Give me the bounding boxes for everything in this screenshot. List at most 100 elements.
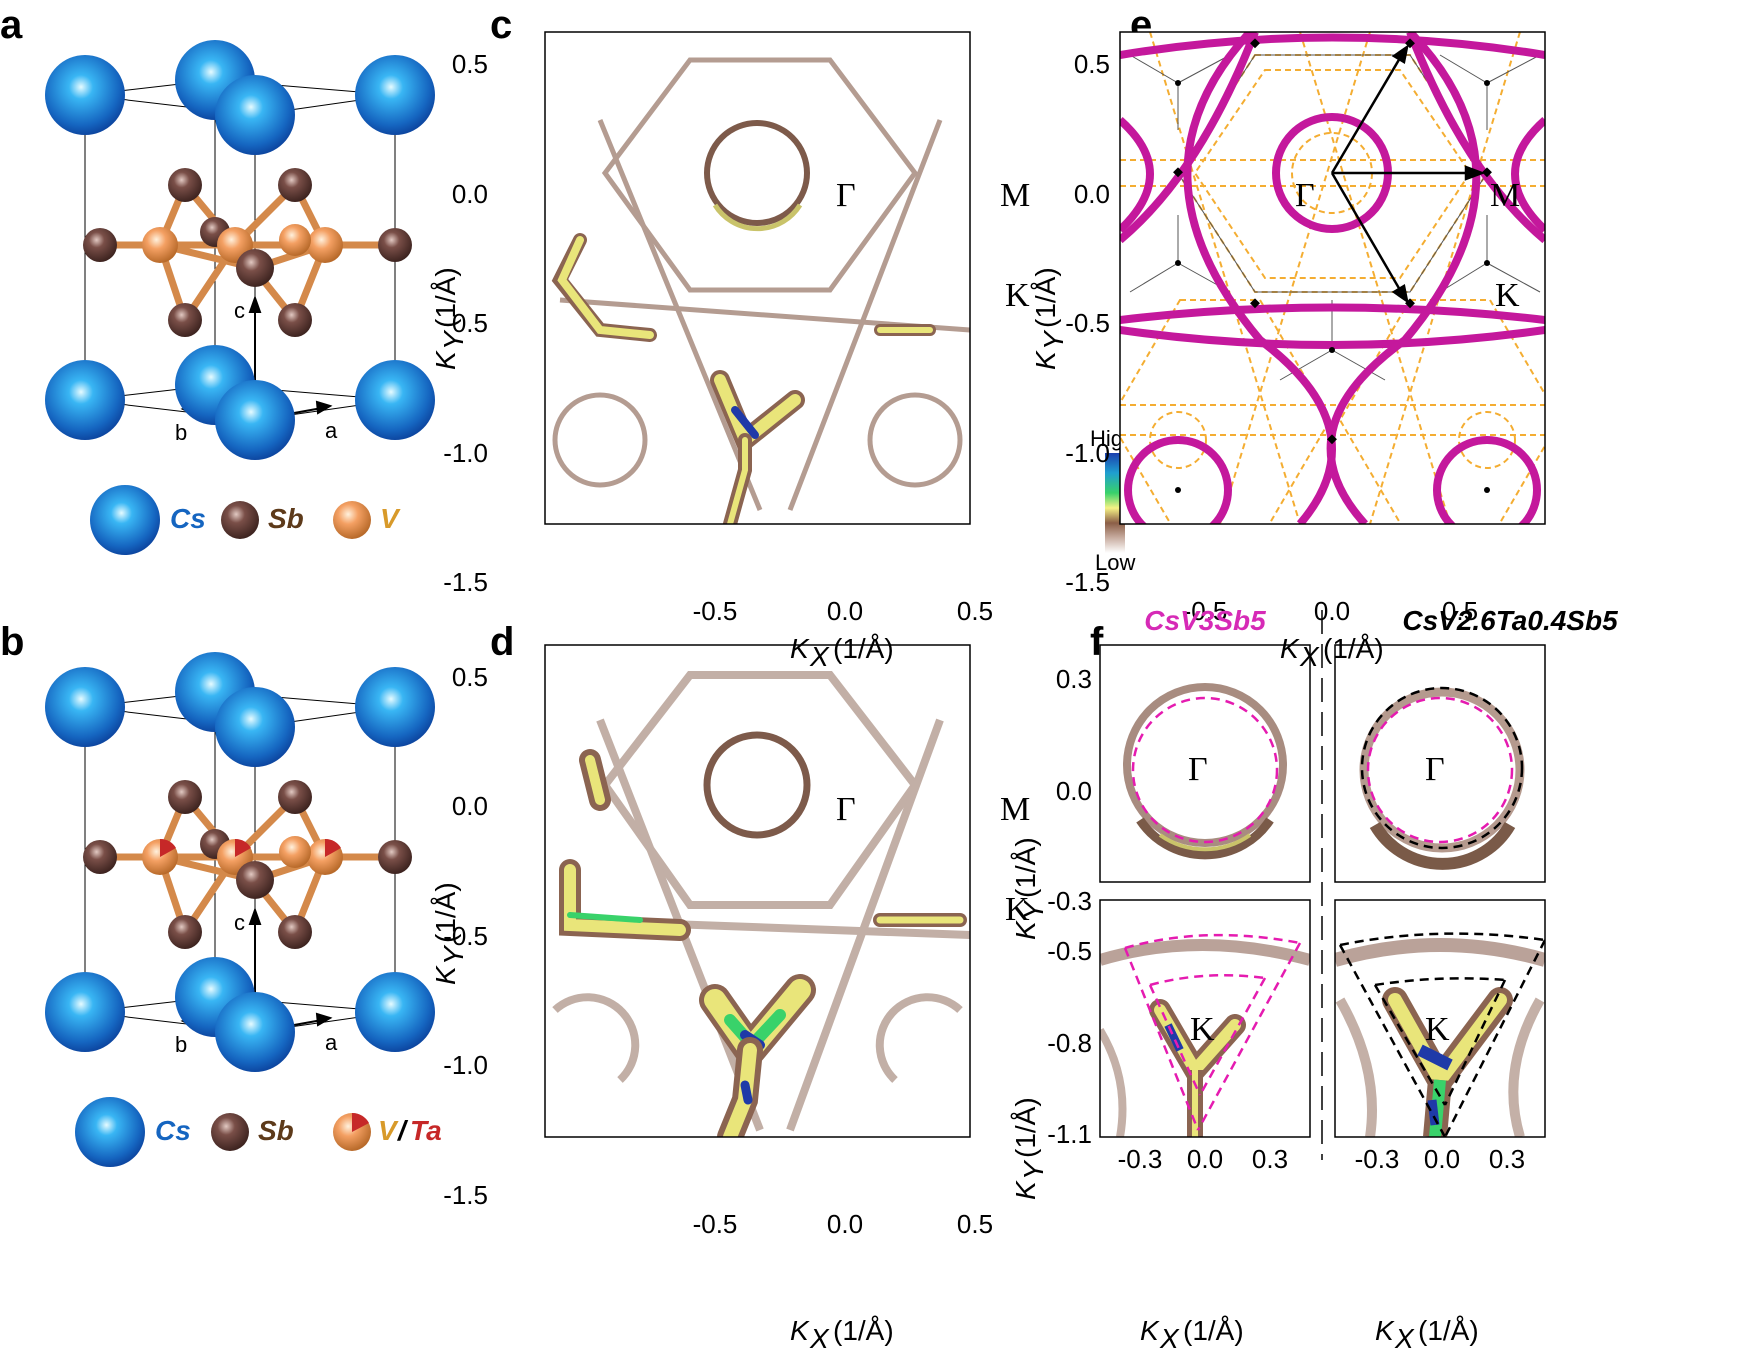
svg-text:0.0: 0.0: [827, 596, 863, 626]
svg-text:0.0: 0.0: [827, 1209, 863, 1239]
legend-a: Cs Sb V: [90, 485, 401, 555]
title-left: CsV3Sb5: [1144, 605, 1266, 636]
svg-text:0.5: 0.5: [452, 49, 488, 79]
y-axis-label: K: [1010, 920, 1041, 940]
y-ticks-c: 0.5 0.0 -0.5 -1.0 -1.5: [443, 49, 488, 597]
point-k: K: [1190, 1011, 1215, 1048]
svg-text:-0.5: -0.5: [443, 921, 488, 951]
legend-b: Cs Sb V / Ta: [75, 1097, 442, 1167]
panel-label-b: b: [0, 620, 24, 664]
atoms-a: [45, 40, 435, 460]
svg-text:Sb: Sb: [258, 1115, 294, 1146]
svg-text:-1.5: -1.5: [1065, 567, 1110, 597]
svg-text:-1.1: -1.1: [1047, 1119, 1092, 1149]
svg-text:Sb: Sb: [268, 503, 304, 534]
svg-text:(1/Å): (1/Å): [1323, 633, 1384, 664]
svg-text:0.0: 0.0: [1074, 179, 1110, 209]
point-k: K: [1425, 1011, 1450, 1048]
svg-text:Y: Y: [1018, 899, 1049, 920]
svg-text:X: X: [809, 641, 830, 672]
point-m: M: [1000, 177, 1030, 214]
y-ticks-f-bottom: -0.5 -0.8 -1.1: [1047, 936, 1092, 1149]
axis-a: a: [325, 1030, 338, 1055]
point-gamma: Γ: [1295, 177, 1315, 214]
svg-text:V: V: [380, 503, 401, 534]
x-ticks-e: -0.5 0.0 0.5: [1183, 596, 1478, 626]
svg-text:-1.0: -1.0: [443, 1050, 488, 1080]
svg-text:(1/Å): (1/Å): [1030, 267, 1061, 328]
point-gamma: Γ: [1188, 751, 1208, 788]
axis-c: c: [234, 910, 245, 935]
svg-text:(1/Å): (1/Å): [833, 1315, 894, 1346]
point-gamma: Γ: [1425, 751, 1445, 788]
svg-text:-0.3: -0.3: [1355, 1144, 1400, 1174]
svg-text:(1/Å): (1/Å): [430, 267, 461, 328]
svg-text:0.3: 0.3: [1056, 664, 1092, 694]
axis-b: b: [175, 420, 187, 445]
atoms-b: [45, 652, 435, 1072]
point-gamma: Γ: [836, 791, 856, 828]
svg-text:-1.0: -1.0: [1065, 438, 1110, 468]
x-axis-label: K: [790, 633, 810, 664]
point-m: M: [1490, 177, 1520, 214]
svg-text:-0.5: -0.5: [1065, 308, 1110, 338]
svg-text:(1/Å): (1/Å): [1010, 837, 1041, 898]
svg-text:V: V: [378, 1115, 399, 1146]
svg-text:0.5: 0.5: [957, 596, 993, 626]
svg-text:Y: Y: [1018, 1159, 1049, 1180]
x-axis-label: K: [1375, 1315, 1395, 1346]
svg-text:-1.5: -1.5: [443, 567, 488, 597]
svg-text:0.0: 0.0: [1187, 1144, 1223, 1174]
svg-text:0.5: 0.5: [452, 662, 488, 692]
panel-b: b: [0, 620, 442, 1167]
svg-text:Y: Y: [438, 944, 469, 965]
svg-text:0.3: 0.3: [1489, 1144, 1525, 1174]
y-ticks-d: 0.5 0.0 -0.5 -1.0 -1.5: [443, 662, 488, 1210]
point-k: K: [1005, 891, 1030, 928]
svg-text:X: X: [1394, 1323, 1415, 1354]
svg-text:0.5: 0.5: [1074, 49, 1110, 79]
y-axis-label: K: [1010, 1180, 1041, 1200]
x-ticks-c: -0.5 0.0 0.5: [693, 596, 993, 626]
point-gamma: Γ: [836, 177, 856, 214]
svg-text:/: /: [396, 1115, 409, 1146]
svg-text:0.0: 0.0: [1056, 776, 1092, 806]
axis-c: c: [234, 298, 245, 323]
title-right: CsV2.6Ta0.4Sb5: [1402, 605, 1618, 636]
x-ticks-f: -0.3 0.0 0.3 -0.3 0.0 0.3: [1118, 1144, 1525, 1174]
y-ticks-f-top: 0.3 0.0 -0.3: [1047, 664, 1092, 916]
panel-label-c: c: [490, 3, 512, 47]
panel-label-a: a: [0, 3, 23, 47]
svg-text:-0.5: -0.5: [693, 1209, 738, 1239]
point-k: K: [1005, 277, 1030, 314]
panel-c: c: [443, 3, 1135, 626]
panel-a: a c b a: [0, 3, 435, 555]
point-k: K: [1495, 277, 1520, 314]
svg-text:Y: Y: [438, 329, 469, 350]
svg-text:0.0: 0.0: [452, 791, 488, 821]
x-axis-label: K: [790, 1315, 810, 1346]
y-axis-label: K: [430, 965, 461, 985]
svg-text:X: X: [809, 1323, 830, 1354]
y-ticks-e: 0.5 0.0 -0.5 -1.0 -1.5: [1065, 49, 1110, 597]
y-axis-label: K: [1030, 350, 1061, 370]
svg-text:0.0: 0.0: [1314, 596, 1350, 626]
svg-text:X: X: [1159, 1323, 1180, 1354]
point-m: M: [1000, 791, 1030, 828]
svg-text:0.0: 0.0: [452, 179, 488, 209]
svg-text:(1/Å): (1/Å): [430, 882, 461, 943]
svg-text:-1.5: -1.5: [443, 1180, 488, 1210]
svg-text:(1/Å): (1/Å): [1183, 1315, 1244, 1346]
svg-text:-0.5: -0.5: [443, 308, 488, 338]
svg-text:(1/Å): (1/Å): [1010, 1097, 1041, 1158]
svg-text:(1/Å): (1/Å): [833, 633, 894, 664]
x-axis-label: K: [1280, 633, 1300, 664]
svg-text:0.3: 0.3: [1252, 1144, 1288, 1174]
svg-text:0.0: 0.0: [1424, 1144, 1460, 1174]
svg-text:-0.8: -0.8: [1047, 1028, 1092, 1058]
svg-text:0.5: 0.5: [1442, 596, 1478, 626]
axis-a: a: [325, 418, 338, 443]
colorbar-low: Low: [1095, 550, 1135, 575]
svg-text:Cs: Cs: [170, 503, 206, 534]
axis-labels: K X (1/Å) K X (1/Å) K X (1/Å) K X (1/Å) …: [430, 267, 1479, 1354]
